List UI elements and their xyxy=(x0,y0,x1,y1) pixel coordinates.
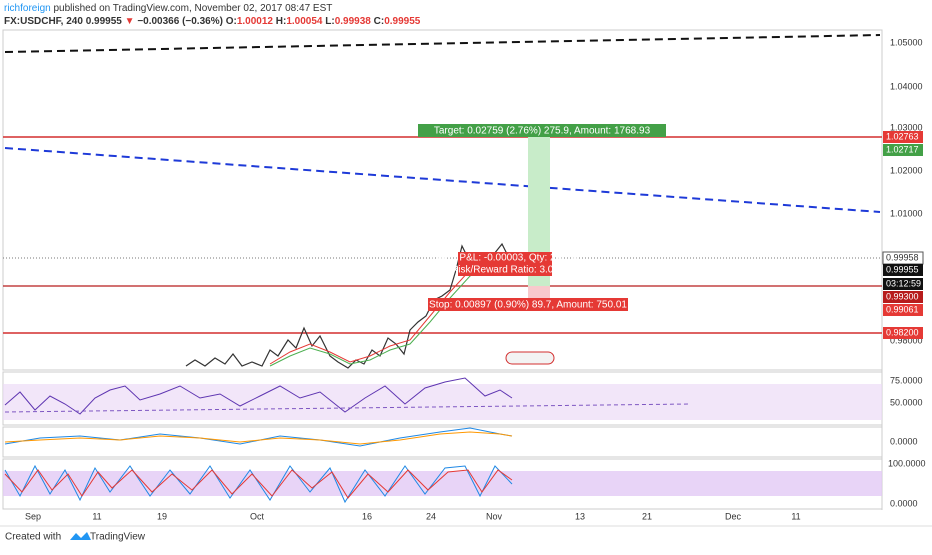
time-tick: Oct xyxy=(250,511,265,521)
price-tag-text: 0.99061 xyxy=(886,304,919,314)
price-tag xyxy=(883,131,923,143)
symbol: FX:USDCHF, 240 xyxy=(4,16,83,27)
time-tick: 16 xyxy=(362,511,372,521)
high: 1.00054 xyxy=(286,16,323,27)
published: published on TradingView.com, November 0… xyxy=(53,3,332,14)
author[interactable]: richforeign xyxy=(4,3,51,14)
time-tick: 19 xyxy=(157,511,167,521)
header: richforeign published on TradingView.com… xyxy=(4,3,332,14)
time-tick: Nov xyxy=(486,511,503,521)
symbol-line: FX:USDCHF, 240 0.99955 ▼ −0.00366 (−0.36… xyxy=(4,16,421,27)
price-tag xyxy=(883,278,923,290)
time-tick: 13 xyxy=(575,511,585,521)
price-action xyxy=(185,242,515,369)
arrow: ▼ xyxy=(125,16,135,27)
time-tick: 11 xyxy=(791,511,800,521)
macd-line xyxy=(4,427,513,447)
time-tick: 11 xyxy=(92,511,101,521)
stop-label xyxy=(428,298,628,311)
price-tick: 1.03000 xyxy=(890,122,923,132)
footer-text: Created with xyxy=(5,532,61,543)
stoch-k xyxy=(4,464,513,504)
rsi-tick: 50.0000 xyxy=(890,397,923,407)
price-tick: 1.04000 xyxy=(890,81,923,91)
close: 0.99955 xyxy=(384,16,421,27)
target-label xyxy=(418,124,666,137)
price-tag-text: 1.02763 xyxy=(886,131,919,141)
rr-text: Risk/Reward Ratio: 3.08 xyxy=(451,265,559,276)
o-key: O: xyxy=(226,16,237,27)
price-tag-text: 0.99958 xyxy=(886,252,919,262)
trend-line xyxy=(4,147,881,213)
stop-text: Stop: 0.00897 (0.90%) 89.7, Amount: 750.… xyxy=(429,300,627,311)
price-tick: 1.01000 xyxy=(890,208,923,218)
time-tick: Dec xyxy=(725,511,742,521)
price-tick: 1.05000 xyxy=(890,37,923,47)
macd-tick: 0.0000 xyxy=(890,436,918,446)
stoch-tick: 0.0000 xyxy=(890,498,918,508)
trend-line xyxy=(4,34,881,53)
pnl-text: Open P&L: -0.00003, Qty: 27870 xyxy=(432,253,578,264)
time-tick: 24 xyxy=(426,511,436,521)
time-tick: 21 xyxy=(642,511,652,521)
rsi-trend xyxy=(4,403,691,413)
change: −0.00366 (−0.36%) xyxy=(137,16,223,27)
price-axis: 1.05000 1.04000 1.03000 1.02000 1.01000 … xyxy=(882,37,924,345)
signal-line xyxy=(4,431,513,445)
time-axis: Sep 11 19 Oct 16 24 Nov 13 21 Dec 11 xyxy=(25,511,801,521)
price-tick: 1.02000 xyxy=(890,165,923,175)
brand[interactable]: TradingView xyxy=(90,532,146,543)
rsi-line xyxy=(4,377,513,415)
pnl-label xyxy=(458,252,552,276)
h-key: H: xyxy=(276,16,287,27)
price-tag-text: 03:12:59 xyxy=(886,278,921,288)
stop-zone xyxy=(528,286,550,300)
time-tick: Sep xyxy=(25,511,41,521)
target-zone xyxy=(528,137,550,286)
stoch-d xyxy=(4,469,513,499)
event-icons[interactable] xyxy=(505,351,555,365)
price-tag xyxy=(883,291,923,303)
brand-logo xyxy=(70,532,91,540)
stoch-tick: 100.0000 xyxy=(888,458,926,468)
target-text: Target: 0.02759 (2.76%) 275.9, Amount: 1… xyxy=(434,126,651,137)
last: 0.99955 xyxy=(86,16,123,27)
price-tag-text: 0.99955 xyxy=(886,264,919,274)
rsi-band xyxy=(3,384,882,420)
l-key: L: xyxy=(325,16,334,27)
rsi-tick: 75.0000 xyxy=(890,375,923,385)
price-tag-text: 0.99300 xyxy=(886,291,919,301)
price-tag xyxy=(883,304,923,316)
price-tag xyxy=(883,327,923,339)
price-tick: 0.98000 xyxy=(890,335,923,345)
price-tag-text: 1.02717 xyxy=(886,144,919,154)
price-tag-text: 0.98200 xyxy=(886,327,919,337)
price-tag xyxy=(883,144,923,156)
low: 0.99938 xyxy=(335,16,372,27)
open: 1.00012 xyxy=(237,16,274,27)
c-key: C: xyxy=(374,16,385,27)
price-tag xyxy=(883,264,923,276)
stoch-band xyxy=(3,471,882,496)
